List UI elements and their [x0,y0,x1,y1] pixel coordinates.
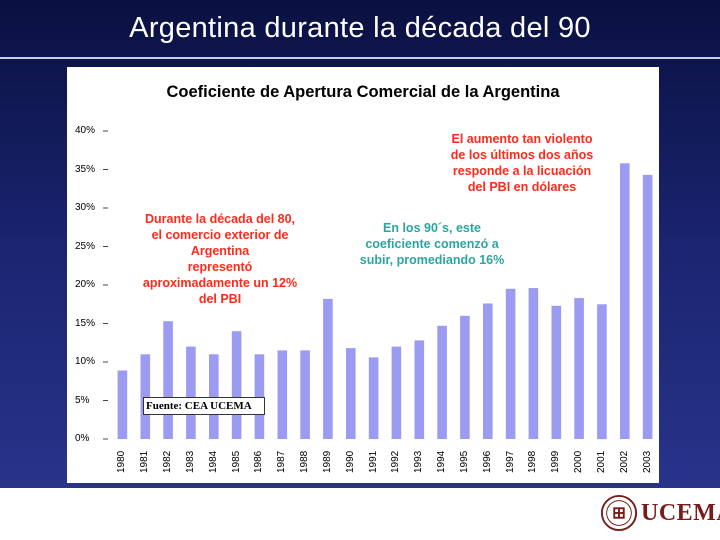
annotation-line: del PBI [198,292,242,306]
y-tick-label: 10% [75,356,96,367]
x-tick-label: 1996 [481,450,493,473]
title-divider [0,57,720,59]
bar [254,354,265,439]
annotation-recent-years: El aumento tan violento de los últimos do… [427,131,617,195]
y-tick-label: 25% [75,240,96,252]
logo-text: UCEMA [641,500,720,526]
slide-title: Argentina durante la década del 90 [129,12,591,44]
source-label: Fuente: CEA UCEMA [143,397,265,415]
x-tick-label: 1986 [253,450,265,473]
y-tick-label: 15% [75,317,96,329]
bar [642,174,653,439]
chart-panel: Coeficiente de Apertura Comercial de la … [67,67,659,483]
x-tick-label: 1985 [230,450,242,473]
x-tick-label: 1988 [299,450,311,473]
x-tick-label: 1983 [184,450,196,473]
x-tick-label: 1992 [390,450,402,473]
bar [437,325,447,439]
y-tick-label: 30% [75,202,96,213]
bar [597,304,607,440]
bar [300,350,310,439]
x-tick-label: 2001 [595,450,607,473]
x-tick-label: 1980 [116,450,128,473]
y-tick-label: 20% [75,279,96,290]
x-tick-label: 1989 [321,450,333,473]
annotation-line: coeficiente comenzó a [365,237,499,251]
annotation-decade-80: Durante la década del 80, el comercio ext… [125,211,315,307]
bar [574,298,584,439]
y-tick-label: 0% [75,433,90,444]
bar [368,357,379,439]
x-tick-label: 1982 [162,450,174,473]
x-tick-label: 2003 [641,450,653,473]
bar [505,288,516,439]
x-tick-label: 1987 [276,450,288,473]
bar [528,288,539,439]
annotation-line: responde a la licuación [452,164,592,178]
university-seal-icon [600,494,638,532]
annotation-line: el comercio exterior de [151,228,289,242]
bar [551,305,562,439]
annotation-line: aproximadamente un 12% [142,276,298,290]
y-tick-label: 40% [75,125,96,136]
annotation-decade-90: En los 90´s, este coeficiente comenzó a su… [337,220,527,268]
bar [163,321,173,439]
bar-chart [103,130,653,440]
x-tick-label: 2002 [618,450,630,473]
bar [483,303,493,439]
ucema-logo: UCEMA [596,492,720,536]
bar [117,370,128,439]
y-tick-label: 35% [75,163,96,175]
annotation-line: Argentina [190,244,250,258]
x-tick-label: 1994 [436,450,448,473]
annotation-line: Durante la década del 80, [144,212,296,226]
bar [277,350,288,439]
x-tick-label: 1998 [527,450,539,473]
bar [231,331,242,439]
x-tick-label: 1984 [207,450,219,473]
bar [346,348,356,439]
bar [414,340,425,439]
x-tick-label: 1981 [139,450,151,473]
x-tick-label: 1990 [344,450,356,473]
annotation-line: En los 90´s, este [383,221,481,235]
annotation-line: representó [187,260,253,274]
x-tick-label: 1997 [504,450,516,473]
annotation-line: subir, promediando 16% [359,253,505,267]
bar [460,315,470,439]
bar [186,346,196,439]
x-tick-label: 1991 [367,450,379,473]
x-tick-label: 2000 [573,450,585,473]
x-tick-label: 1999 [550,450,562,473]
annotation-line: del PBI en dólares [467,180,577,194]
bar [323,298,333,439]
bar [391,346,402,439]
x-tick-label: 1995 [458,450,470,473]
bar [140,354,151,439]
y-tick-label: 5% [75,394,90,406]
bar [620,163,630,440]
bar [209,354,219,439]
chart-title: Coeficiente de Apertura Comercial de la … [166,83,560,101]
annotation-line: de los últimos dos años [450,148,594,162]
x-tick-label: 1993 [413,450,425,473]
annotation-line: El aumento tan violento [451,132,593,146]
footer-bar: UCEMA [0,488,720,540]
